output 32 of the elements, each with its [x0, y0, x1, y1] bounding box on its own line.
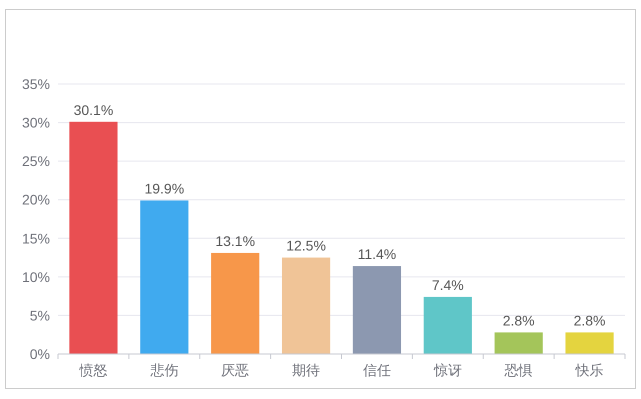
y-tick-label: 35%	[22, 76, 50, 92]
data-label: 13.1%	[215, 232, 256, 249]
x-tick-label: 悲伤	[149, 362, 178, 378]
x-tick-label: 恐惧	[504, 362, 533, 378]
x-tick-label: 期待	[292, 362, 320, 378]
x-tick-label: 愤怒	[78, 362, 108, 378]
bar	[565, 332, 614, 354]
x-tick-label: 快乐	[574, 362, 604, 378]
y-tick-label: 25%	[22, 153, 50, 170]
bar	[282, 258, 330, 354]
data-label: 2.8%	[502, 312, 535, 328]
x-tick-label: 信任	[362, 362, 391, 378]
bar	[140, 200, 188, 354]
y-tick-label: 20%	[22, 192, 50, 208]
data-label: 19.9%	[144, 180, 184, 196]
y-tick-label: 30%	[22, 114, 50, 131]
data-label: 7.4%	[432, 276, 464, 293]
x-tick-label: 惊讶	[432, 362, 462, 378]
data-label: 12.5%	[286, 238, 326, 254]
y-tick-label: 0%	[30, 346, 50, 362]
x-tick-label: 厌恶	[221, 362, 250, 378]
y-tick-label: 15%	[22, 230, 50, 246]
bar	[424, 296, 472, 354]
y-tick-label: 10%	[22, 268, 50, 285]
data-label: 2.8%	[574, 312, 606, 328]
data-label: 11.4%	[358, 246, 396, 262]
bar	[69, 122, 118, 354]
y-tick-label: 5%	[30, 307, 50, 324]
bar	[211, 252, 260, 354]
bar	[352, 266, 402, 354]
data-label: 30.1%	[74, 102, 114, 118]
bar	[494, 332, 543, 354]
